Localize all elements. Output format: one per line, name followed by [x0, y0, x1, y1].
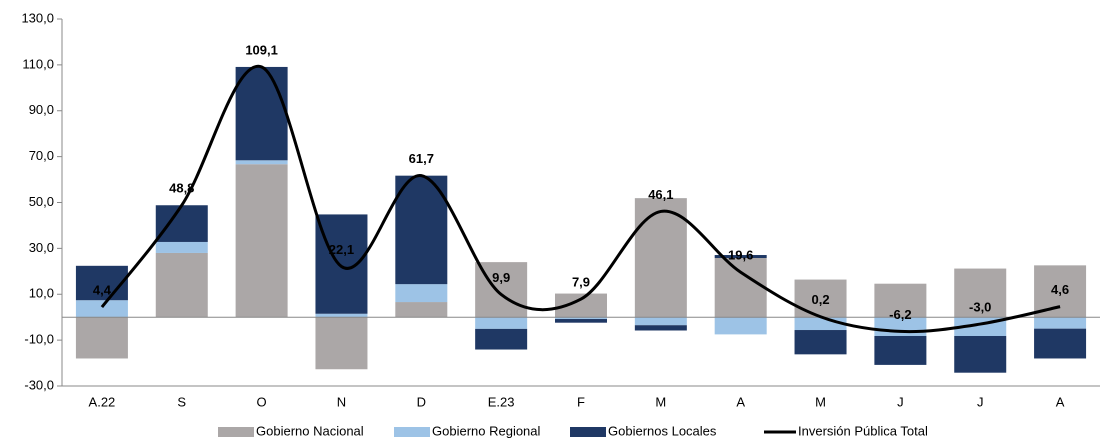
bar-segment [1034, 317, 1087, 329]
bar-segment [315, 214, 368, 314]
data-label: 48,8 [169, 181, 194, 196]
total-line [100, 65, 1061, 334]
bar-segment [315, 313, 368, 318]
y-tick-label: 50,0 [29, 194, 54, 209]
bar-segment [395, 284, 448, 303]
legend-swatch [394, 427, 430, 437]
data-label: 19,6 [728, 248, 753, 263]
data-label: 46,1 [648, 187, 673, 202]
x-tick-label: S [177, 394, 186, 409]
bar-segment [475, 328, 528, 350]
data-label: 109,1 [245, 42, 278, 57]
bar-segment [155, 241, 208, 253]
x-tick-label: A [1056, 394, 1065, 409]
x-tick-label: N [337, 394, 346, 409]
y-tick-label: 70,0 [29, 148, 54, 163]
bar-segment [75, 300, 128, 318]
bar-segment [235, 66, 288, 161]
y-tick-label: 30,0 [29, 240, 54, 255]
data-label: 22,1 [329, 242, 354, 257]
bar-segment [155, 205, 208, 242]
legend-label: Gobierno Nacional [256, 423, 364, 438]
x-tick-label: J [897, 394, 904, 409]
bar-segment [555, 319, 607, 323]
bar-segment [395, 302, 448, 318]
data-label: -3,0 [969, 300, 991, 315]
bar-segment [954, 335, 1007, 373]
legend-swatch [218, 427, 254, 437]
x-tick-label: O [257, 394, 267, 409]
data-label: 4,6 [1051, 282, 1069, 297]
data-label: 61,7 [409, 151, 434, 166]
bar-segment [75, 317, 128, 359]
bar-segment [235, 160, 288, 165]
bar-segment [634, 317, 687, 326]
x-tick-label: M [815, 394, 826, 409]
data-label: 7,9 [572, 275, 590, 290]
bar-segment [1034, 265, 1087, 318]
legend-label: Inversión Pública Total [798, 423, 928, 438]
y-tick-label: -10,0 [24, 332, 54, 347]
bar-segment [714, 255, 767, 259]
bar-segment [954, 268, 1007, 318]
data-label: 9,9 [492, 270, 510, 285]
x-tick-label: D [417, 394, 426, 409]
x-tick-label: F [577, 394, 585, 409]
bar-segment [395, 175, 448, 285]
x-tick-label: A.22 [89, 394, 116, 409]
x-tick-label: M [655, 394, 666, 409]
x-tick-label: E.23 [488, 394, 515, 409]
bar-segment [155, 252, 208, 318]
y-tick-label: 10,0 [29, 286, 54, 301]
bar-segment [315, 317, 368, 370]
data-label: -6,2 [889, 307, 911, 322]
bar-segment [874, 283, 927, 318]
y-tick-label: 90,0 [29, 102, 54, 117]
bar-segment [634, 198, 687, 318]
bar-segment [75, 265, 128, 301]
data-label: 4,4 [93, 283, 112, 298]
bar-segment [235, 164, 288, 318]
legend-label: Gobiernos Locales [608, 423, 717, 438]
legend-swatch [570, 427, 606, 437]
bar-segment [1034, 328, 1087, 359]
bar-segment [714, 317, 767, 335]
bar-segment [794, 330, 847, 355]
bar-segment [475, 317, 528, 329]
legend-label: Gobierno Regional [432, 423, 541, 438]
data-label: 0,2 [811, 292, 829, 307]
bar-segment [634, 325, 687, 331]
bar-segment [555, 317, 607, 320]
x-tick-label: A [736, 394, 745, 409]
y-tick-label: 130,0 [21, 10, 54, 25]
bar-segment [555, 293, 607, 318]
y-tick-label: 110,0 [22, 56, 54, 71]
x-tick-label: J [977, 394, 984, 409]
bar-segment [874, 335, 927, 365]
y-tick-label: -30,0 [24, 377, 54, 392]
bar-segment [714, 258, 767, 318]
